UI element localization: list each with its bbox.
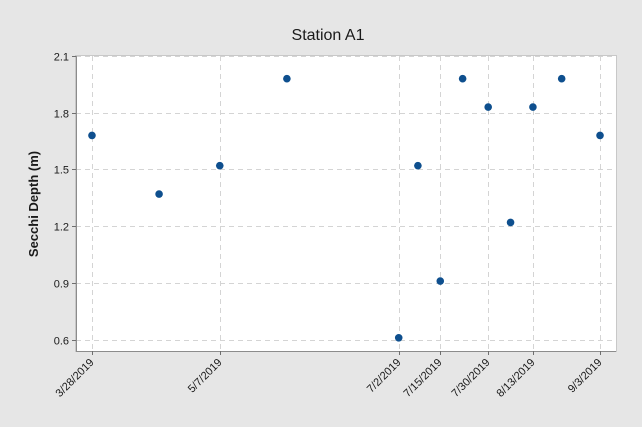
data-point [596,131,604,140]
y-axis-title: Secchi Depth (m) [26,151,41,257]
axes [76,56,616,352]
data-point [458,74,467,83]
plot-area [75,55,617,352]
data-point [436,277,445,285]
grid-lines [76,56,616,351]
y-axis-ticks: 0.6 0.9 1.2 1.5 1.8 2.1 [54,52,76,348]
y-tick-label: 2.1 [54,52,69,64]
data-point [155,190,163,198]
data-point [414,161,422,170]
data-point [215,161,224,170]
y-tick-label: 1.8 [54,109,69,121]
data-point [484,103,492,111]
chart-title: Station A1 [292,27,365,44]
y-tick-label: 1.5 [54,165,69,177]
data-point [394,333,403,342]
y-tick-label: 0.6 [54,336,69,348]
data-point [283,74,291,83]
data-point [529,103,537,111]
y-tick-label: 0.9 [54,279,69,291]
data-points [88,74,604,342]
y-tick-label: 1.2 [54,222,69,234]
data-point [557,74,566,83]
data-point [506,218,515,227]
data-point [88,131,96,140]
